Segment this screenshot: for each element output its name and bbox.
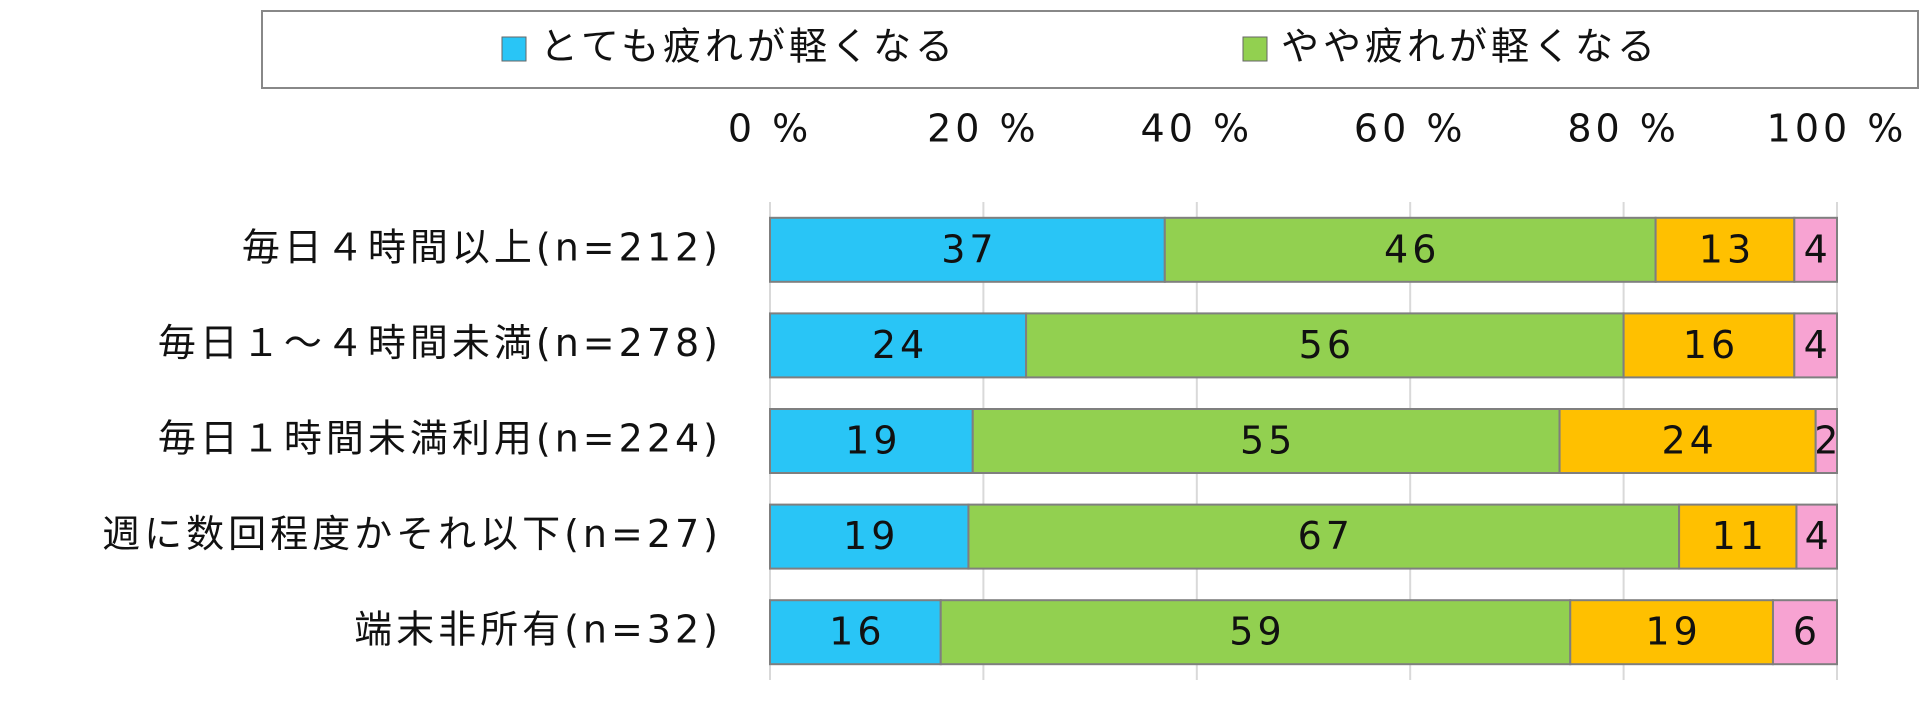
data-label: 16: [1683, 323, 1739, 367]
x-tick-label: 80 %: [1567, 107, 1680, 151]
bar-segment: [1814, 408, 1839, 474]
bar-segment: [769, 599, 942, 666]
bar-segment: [1558, 408, 1817, 474]
bar-segment: [971, 408, 1561, 474]
bar-segment: [1622, 312, 1796, 379]
category-label: 毎日１～４時間未満(n=278): [158, 321, 722, 365]
bar-segment: [1025, 312, 1625, 379]
data-label: 24: [1661, 419, 1717, 463]
bar-segment: [769, 408, 974, 474]
bar-segment: [967, 503, 1681, 570]
bar-segment: [1771, 599, 1838, 666]
x-tick-label: 100 %: [1767, 107, 1908, 151]
x-tick-label: 60 %: [1354, 107, 1467, 151]
bar-segment: [1793, 216, 1838, 283]
data-label: 19: [1645, 610, 1701, 654]
category-label: 毎日１時間未満利用(n=224): [158, 417, 722, 461]
legend-swatch: [501, 36, 527, 62]
data-label: 55: [1240, 419, 1296, 463]
category-label: 毎日４時間以上(n=212): [242, 225, 722, 269]
data-label: 4: [1804, 227, 1832, 271]
data-label: 67: [1298, 514, 1354, 558]
bar-segment: [1793, 312, 1838, 379]
data-label: 19: [845, 419, 901, 463]
data-label: 6: [1793, 610, 1821, 654]
category-label: 週に数回程度かそれ以下(n=27): [102, 512, 722, 556]
legend-label: やや疲れが軽くなる: [1281, 25, 1659, 69]
legend-label: とても疲れが軽くなる: [540, 25, 957, 69]
bar-segment: [1795, 503, 1838, 570]
data-label: 16: [829, 610, 885, 654]
bar-segment: [769, 503, 970, 570]
data-label: 4: [1804, 323, 1832, 367]
data-label: 4: [1805, 514, 1833, 558]
data-label: 56: [1299, 323, 1355, 367]
data-label: 59: [1229, 610, 1285, 654]
x-tick-label: 40 %: [1141, 107, 1254, 151]
bar-segment: [1654, 216, 1796, 283]
bar-segment: [1569, 599, 1774, 666]
legend-swatch: [1242, 36, 1268, 62]
data-label: 13: [1699, 227, 1755, 271]
bar-segment: [769, 312, 1028, 379]
legend-box: [261, 10, 1919, 89]
x-tick-label: 20 %: [927, 107, 1040, 151]
x-tick-label: 0 %: [728, 107, 812, 151]
bar-segment: [939, 599, 1572, 666]
data-label: 2: [1814, 419, 1842, 463]
data-label: 11: [1712, 514, 1768, 558]
data-label: 24: [872, 323, 928, 367]
data-label: 37: [941, 227, 997, 271]
data-label: 46: [1384, 227, 1440, 271]
data-label: 19: [843, 514, 899, 558]
bar-segment: [1678, 503, 1798, 570]
category-label: 端末非所有(n=32): [354, 608, 722, 652]
